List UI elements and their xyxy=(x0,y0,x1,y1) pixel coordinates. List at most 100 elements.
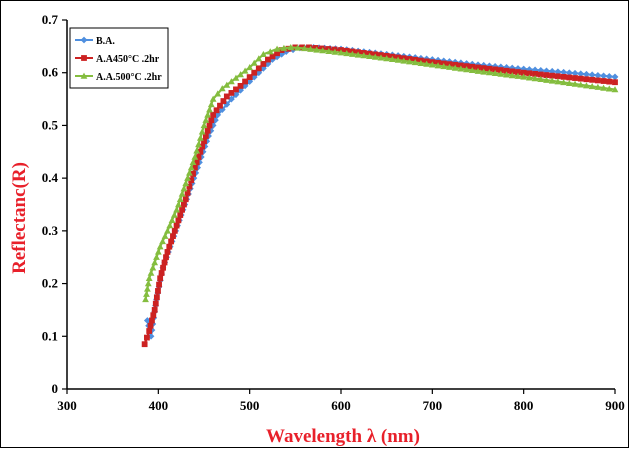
data-point xyxy=(394,56,402,63)
data-point xyxy=(577,75,584,82)
data-point xyxy=(463,63,470,70)
data-point xyxy=(531,75,539,82)
data-point xyxy=(213,107,220,114)
data-point xyxy=(509,68,516,75)
x-tick-label: 700 xyxy=(423,398,443,413)
data-point xyxy=(193,147,201,154)
data-point xyxy=(486,69,493,76)
y-tick-label: 0.2 xyxy=(42,276,58,291)
data-point xyxy=(566,74,573,81)
data-point xyxy=(555,73,561,80)
data-point xyxy=(343,50,351,57)
legend-swatch-marker xyxy=(80,36,88,44)
data-point xyxy=(204,127,211,134)
data-point xyxy=(189,158,197,166)
data-point xyxy=(206,122,213,129)
y-tick-label: 0.3 xyxy=(42,223,59,238)
data-point xyxy=(259,50,267,57)
data-point xyxy=(207,127,215,135)
data-point xyxy=(160,264,166,271)
data-point xyxy=(306,44,312,51)
data-point xyxy=(440,62,448,70)
data-point xyxy=(206,106,213,113)
data-point xyxy=(583,70,590,78)
data-point xyxy=(572,75,578,81)
data-point xyxy=(312,45,319,51)
data-point xyxy=(143,317,151,324)
data-point xyxy=(589,76,596,83)
data-point xyxy=(196,134,204,141)
data-point xyxy=(246,74,253,81)
data-point xyxy=(223,81,231,88)
data-point xyxy=(480,65,487,72)
data-point xyxy=(301,45,308,52)
data-point xyxy=(611,86,619,93)
data-point xyxy=(349,50,356,57)
data-point xyxy=(168,238,175,245)
x-axis-ticks: 300 400 500 600 700 800 900 xyxy=(57,389,625,413)
data-point xyxy=(260,61,267,67)
data-point xyxy=(428,61,436,68)
data-point xyxy=(543,72,550,78)
data-point xyxy=(207,100,215,108)
data-point xyxy=(434,62,442,69)
data-point xyxy=(600,84,607,91)
data-point xyxy=(537,71,544,78)
x-axis-title: Wavelength λ (nm) xyxy=(266,426,420,447)
data-point xyxy=(280,44,288,51)
data-point xyxy=(266,48,274,55)
data-point xyxy=(223,100,231,108)
data-point xyxy=(147,322,154,329)
data-point xyxy=(366,52,373,60)
data-point xyxy=(187,164,195,171)
data-point xyxy=(185,169,193,176)
data-point xyxy=(184,190,191,196)
data-point xyxy=(232,74,240,81)
y-tick-label: 0.4 xyxy=(42,170,59,185)
legend-item: B.A. xyxy=(75,36,115,47)
data-point xyxy=(141,341,148,348)
legend-item: A.A450°C .2hr xyxy=(75,54,160,65)
data-point xyxy=(159,238,166,245)
data-point xyxy=(223,93,230,100)
data-point xyxy=(214,90,222,97)
data-point xyxy=(166,222,174,229)
data-point xyxy=(319,47,327,54)
data-point xyxy=(583,82,590,89)
data-point xyxy=(594,71,602,79)
data-point xyxy=(417,59,425,66)
data-point xyxy=(210,111,217,118)
data-point xyxy=(143,290,150,297)
data-point xyxy=(237,71,244,78)
y-tick-label: 0.7 xyxy=(42,12,59,27)
y-tick-label: 0 xyxy=(52,381,59,396)
data-point xyxy=(611,73,619,81)
data-point xyxy=(571,80,579,87)
data-point xyxy=(182,180,190,187)
data-point xyxy=(181,201,187,208)
data-point xyxy=(503,71,510,78)
data-point xyxy=(204,111,212,118)
data-point xyxy=(337,49,345,56)
data-point xyxy=(503,67,510,74)
data-point xyxy=(202,133,209,139)
x-tick-label: 400 xyxy=(149,398,169,413)
data-point xyxy=(475,64,481,71)
x-tick-label: 300 xyxy=(57,398,77,413)
data-point xyxy=(218,106,226,114)
data-point xyxy=(228,78,235,85)
data-point xyxy=(463,66,470,73)
data-point xyxy=(360,52,368,59)
data-point xyxy=(166,243,173,250)
series-line xyxy=(144,46,616,300)
data-point xyxy=(163,254,169,261)
data-point xyxy=(491,69,499,77)
series-layer xyxy=(141,44,619,348)
y-axis-ticks: 0 0.1 0.2 0.3 0.4 0.5 0.6 0.7 xyxy=(42,12,67,396)
data-point xyxy=(184,174,191,181)
data-point xyxy=(246,64,254,71)
data-point xyxy=(197,148,204,155)
data-point xyxy=(145,274,153,282)
data-point xyxy=(202,116,210,123)
data-point xyxy=(241,82,249,90)
